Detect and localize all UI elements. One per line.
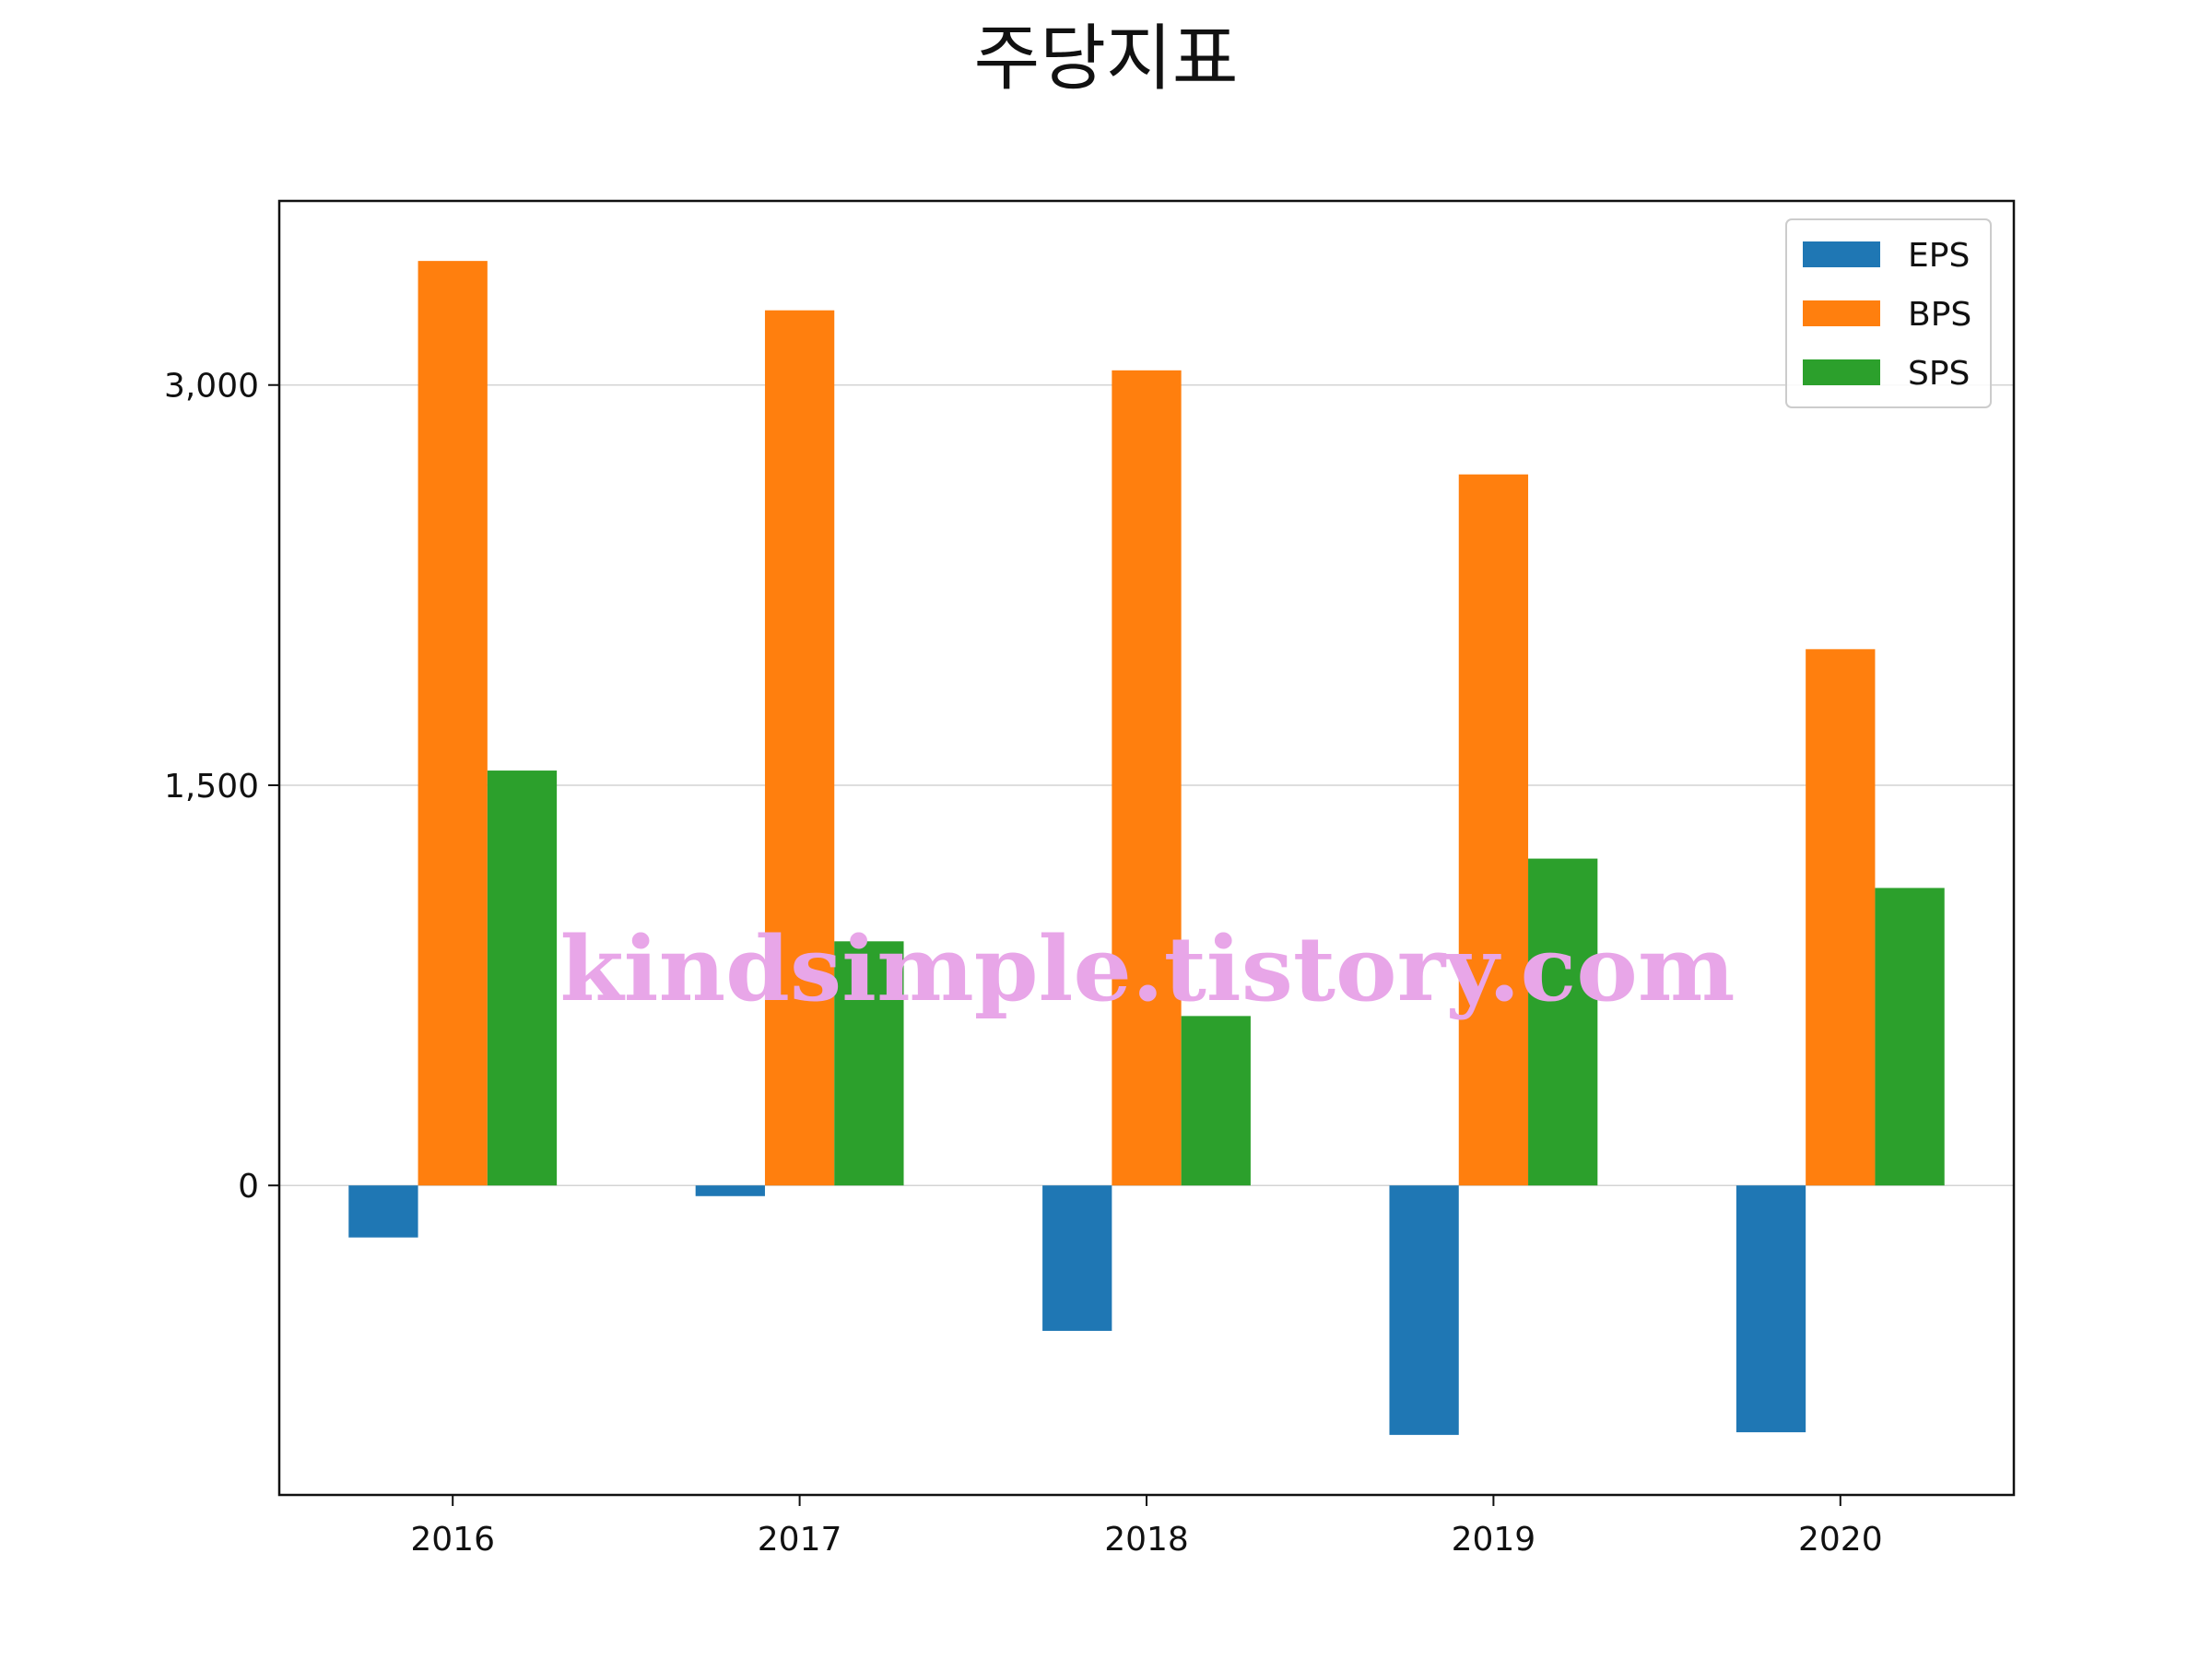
bar-bps-2020	[1806, 649, 1876, 1186]
bar-bps-2018	[1112, 370, 1182, 1186]
legend-swatch-sps	[1803, 359, 1880, 385]
legend-swatch-bps	[1803, 300, 1880, 326]
legend-label-eps: EPS	[1908, 237, 1970, 275]
legend-swatch-eps	[1803, 241, 1880, 267]
legend-label-sps: SPS	[1908, 355, 1970, 393]
bar-sps-2019	[1528, 858, 1598, 1186]
x-axis: 2016 2017 2018 2019 2020	[410, 1495, 1883, 1559]
y-axis: 0 1,500 3,000	[164, 368, 279, 1206]
x-tick-label: 2019	[1452, 1521, 1536, 1559]
x-tick-label: 2018	[1104, 1521, 1189, 1559]
bar-bps-2019	[1458, 474, 1529, 1186]
watermark: kindsimple.tistory.com	[560, 917, 1735, 1021]
bar-sps-2020	[1875, 888, 1945, 1186]
y-tick-label: 1,500	[164, 768, 259, 806]
y-tick-label: 0	[238, 1168, 259, 1206]
y-tick-label: 3,000	[164, 368, 259, 406]
bar-eps-2020	[1735, 1185, 1806, 1432]
bar-bps-2017	[764, 310, 835, 1186]
bars	[348, 261, 1945, 1435]
legend: EPS BPS SPS	[1785, 218, 1992, 408]
bar-sps-2017	[834, 941, 904, 1186]
chart-title: 주당지표	[973, 18, 1238, 100]
x-tick-label: 2017	[758, 1521, 842, 1559]
x-tick-label: 2016	[410, 1521, 495, 1559]
bar-eps-2019	[1389, 1185, 1459, 1435]
legend-label-bps: BPS	[1908, 296, 1971, 334]
bar-eps-2017	[695, 1185, 765, 1196]
bar-eps-2016	[348, 1185, 418, 1238]
bar-bps-2016	[418, 261, 488, 1186]
bar-eps-2018	[1042, 1185, 1112, 1331]
bar-sps-2018	[1181, 1016, 1251, 1186]
x-tick-label: 2020	[1798, 1521, 1883, 1559]
bar-sps-2016	[487, 771, 558, 1186]
